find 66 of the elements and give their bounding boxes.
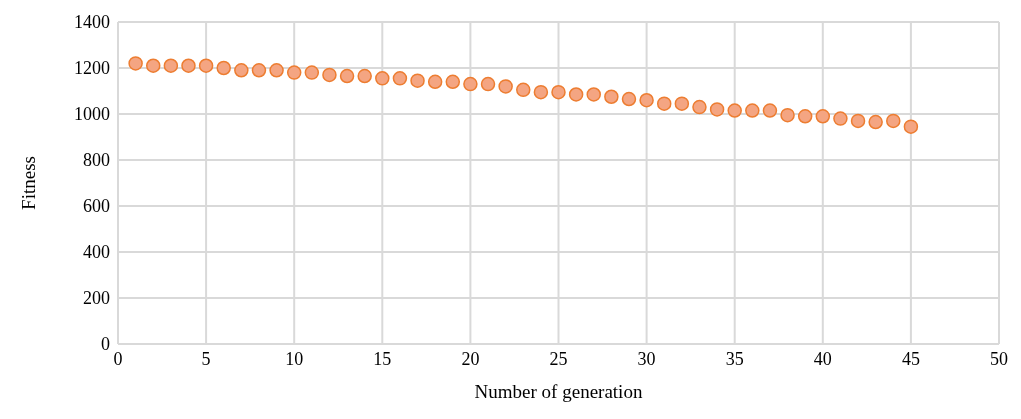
point [392,71,408,86]
point [886,113,901,129]
point [145,58,161,73]
point [692,99,707,115]
y-tick-label: 400 [83,242,110,263]
point [780,107,795,123]
point [533,84,549,100]
point [251,63,267,78]
y-tick-label: 1000 [74,104,110,125]
point [357,68,372,84]
y-tick-label: 0 [101,334,110,355]
point [815,109,831,124]
x-tick-label: 35 [725,348,744,369]
point [868,114,883,130]
point [797,109,813,124]
point [727,103,742,118]
x-tick-label: 0 [113,348,123,369]
point [198,58,214,73]
x-tick-label: 20 [461,348,480,369]
y-tick-label: 600 [83,196,110,217]
x-tick-label: 40 [813,348,832,369]
point [621,91,637,107]
point [445,74,461,90]
point [498,79,513,94]
x-tick-label: 30 [637,348,656,369]
point [639,92,654,108]
point [181,58,196,73]
point [604,89,619,104]
point [568,87,584,102]
point [304,65,320,80]
x-axis-title: Number of generation [474,381,643,402]
y-tick-label: 1400 [74,12,110,33]
y-axis-title: Fitness [17,156,39,210]
point [128,56,143,71]
point [551,84,566,100]
point [322,67,337,83]
point [339,68,355,84]
point [375,71,390,86]
point [745,103,760,118]
x-tick-label: 10 [285,348,304,369]
point [586,87,601,102]
point [762,103,778,118]
point [410,73,425,88]
y-tick-label: 200 [83,288,110,309]
point [286,65,302,80]
point [463,76,478,92]
point [269,63,284,78]
y-tick-label: 1200 [74,58,110,79]
x-tick-label: 25 [549,348,568,369]
x-tick-label: 15 [373,348,392,369]
point [833,111,848,126]
point [674,96,690,111]
point [480,76,496,92]
point [850,113,866,129]
point [216,60,231,76]
point [234,63,249,78]
x-tick-label: 50 [990,348,1008,369]
point [903,119,919,134]
point [709,102,725,117]
point [516,82,531,98]
x-tick-label: 5 [201,348,211,369]
point [427,74,443,90]
point [656,96,672,111]
y-tick-label: 800 [83,150,110,171]
x-tick-label: 45 [901,348,920,369]
point [163,58,179,73]
